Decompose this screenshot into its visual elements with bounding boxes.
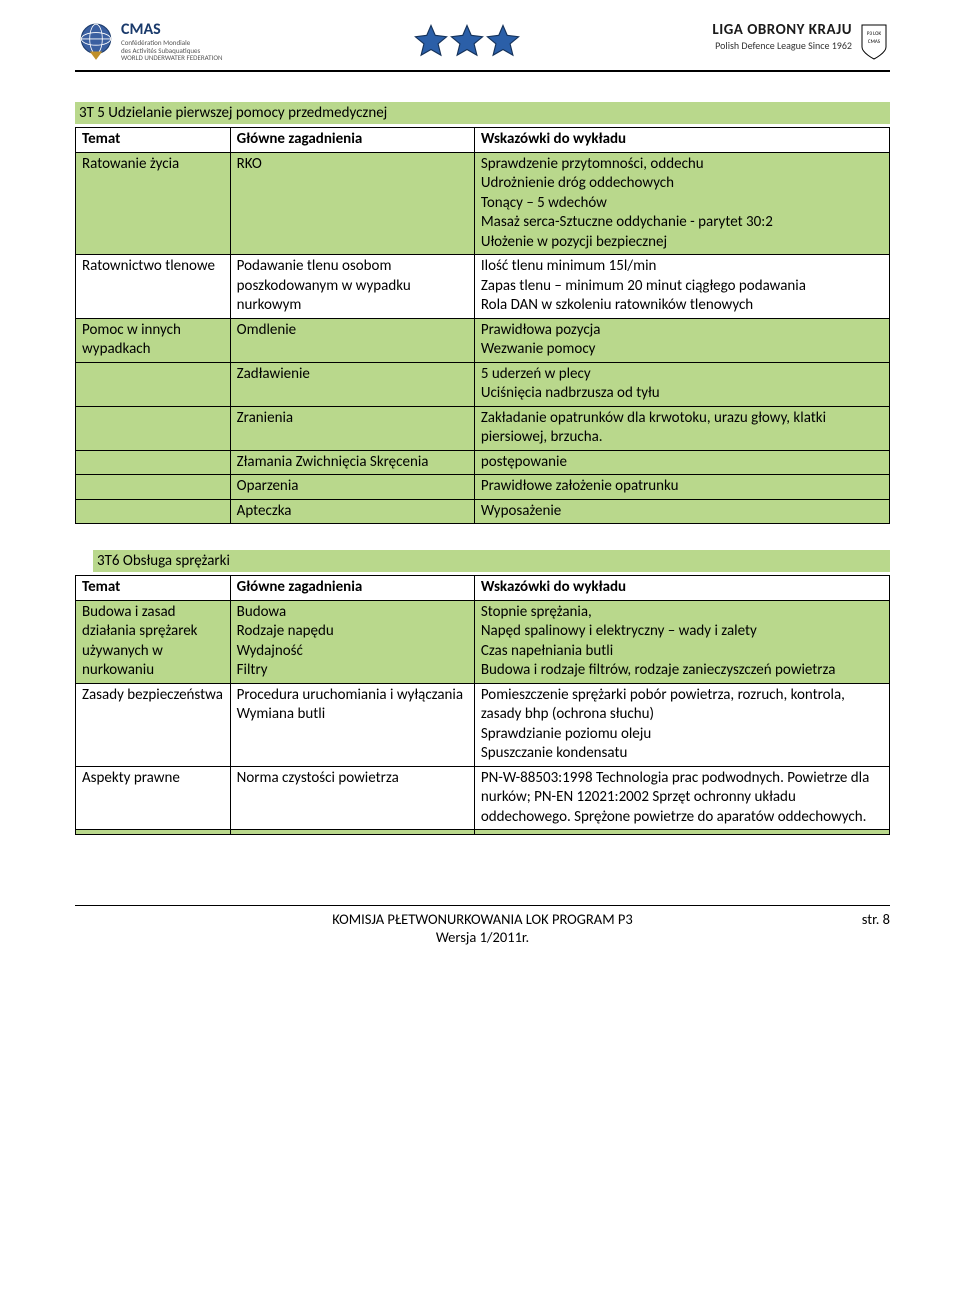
table-header-cell: Wskazówki do wykładu: [474, 576, 889, 601]
table-cell: Podawanie tlenu osobom poszkodowanym w w…: [230, 255, 474, 319]
cmas-title: CMAS: [121, 20, 223, 39]
table-cell: [76, 830, 231, 835]
table-row: Zadławienie5 uderzeń w plecyUciśnięcia n…: [76, 362, 890, 406]
table-cell: Pomoc w innych wypadkach: [76, 318, 231, 362]
table-row: Zasady bezpieczeństwaProcedura uruchomia…: [76, 683, 890, 766]
table-cell: Ratownictwo tlenowe: [76, 255, 231, 319]
table-cell: [76, 475, 231, 500]
table-row: ApteczkaWyposażenie: [76, 499, 890, 524]
table-row: Aspekty prawneNorma czystości powietrzaP…: [76, 766, 890, 830]
table-row: Ratowanie życiaRKOSprawdzenie przytomnoś…: [76, 152, 890, 255]
footer-line1: KOMISJA PŁETWONURKOWANIA LOK PROGRAM P3: [75, 910, 890, 928]
table-cell: BudowaRodzaje napęduWydajnośćFiltry: [230, 600, 474, 683]
page-footer: str. 8 KOMISJA PŁETWONURKOWANIA LOK PROG…: [75, 905, 890, 946]
table-cell: Złamania Zwichnięcia Skręcenia: [230, 450, 474, 475]
table-row: OparzeniaPrawidłowe założenie opatrunku: [76, 475, 890, 500]
table-cell: Zasady bezpieczeństwa: [76, 683, 231, 766]
header-left: CMAS Confédération Mondiale des Activité…: [75, 20, 223, 62]
table-cell: Zadławienie: [230, 362, 474, 406]
star-icon: [414, 24, 448, 58]
footer-divider: [75, 905, 890, 906]
table-cell: [76, 450, 231, 475]
table-row: [76, 830, 890, 835]
table-cell: [76, 362, 231, 406]
lok-subtitle: Polish Defence League Since 1962: [712, 39, 852, 52]
cmas-sub3: WORLD UNDERWATER FEDERATION: [121, 54, 223, 62]
header-right: LIGA OBRONY KRAJU Polish Defence League …: [712, 21, 890, 61]
cmas-logo: CMAS Confédération Mondiale des Activité…: [75, 20, 223, 62]
table-row: Ratownictwo tlenowePodawanie tlenu osobo…: [76, 255, 890, 319]
table-cell: Aspekty prawne: [76, 766, 231, 830]
lok-badge-icon: P3 LOK CMAS: [858, 23, 890, 61]
table-cell: Pomieszczenie sprężarki pobór powietrza,…: [474, 683, 889, 766]
table-cell: Sprawdzenie przytomności, oddechuUdrożni…: [474, 152, 889, 255]
table-row: Pomoc w innych wypadkachOmdleniePrawidło…: [76, 318, 890, 362]
section2-title: 3T6 Obsługa sprężarki: [93, 550, 890, 572]
table-section1: Temat Główne zagadnienia Wskazówki do wy…: [75, 127, 890, 524]
table-cell: Omdlenie: [230, 318, 474, 362]
table-header-row: Temat Główne zagadnienia Wskazówki do wy…: [76, 576, 890, 601]
table-cell: [474, 830, 889, 835]
table-cell: Zakładanie opatrunków dla krwotoku, uraz…: [474, 406, 889, 450]
lok-title: LIGA OBRONY KRAJU: [712, 21, 852, 39]
table-header-cell: Wskazówki do wykładu: [474, 128, 889, 153]
table-cell: RKO: [230, 152, 474, 255]
section1-title: 3T 5 Udzielanie pierwszej pomocy przedme…: [75, 102, 890, 124]
page-header: CMAS Confédération Mondiale des Activité…: [75, 20, 890, 62]
table-header-cell: Temat: [76, 128, 231, 153]
table-cell: [76, 406, 231, 450]
table-cell: postępowanie: [474, 450, 889, 475]
table-cell: Stopnie sprężania,Napęd spalinowy i elek…: [474, 600, 889, 683]
table-header-cell: Główne zagadnienia: [230, 576, 474, 601]
star-rating: [414, 24, 520, 58]
table-row: Złamania Zwichnięcia Skręceniapostępowan…: [76, 450, 890, 475]
table-cell: Ratowanie życia: [76, 152, 231, 255]
cmas-globe-icon: [75, 20, 117, 62]
footer-line2: Wersja 1/2011r.: [75, 928, 890, 946]
table-header-cell: Główne zagadnienia: [230, 128, 474, 153]
star-icon: [486, 24, 520, 58]
table-row: Budowa i zasad działania sprężarek używa…: [76, 600, 890, 683]
table-cell: Norma czystości powietrza: [230, 766, 474, 830]
table-header-cell: Temat: [76, 576, 231, 601]
table-cell: Apteczka: [230, 499, 474, 524]
svg-text:CMAS: CMAS: [868, 39, 881, 45]
table-cell: Zranienia: [230, 406, 474, 450]
table-cell: Wyposażenie: [474, 499, 889, 524]
table-header-row: Temat Główne zagadnienia Wskazówki do wy…: [76, 128, 890, 153]
table-cell: Ilość tlenu minimum 15l/minZapas tlenu –…: [474, 255, 889, 319]
table-cell: Prawidłowa pozycjaWezwanie pomocy: [474, 318, 889, 362]
table-cell: Prawidłowe założenie opatrunku: [474, 475, 889, 500]
table-cell: 5 uderzeń w plecyUciśnięcia nadbrzusza o…: [474, 362, 889, 406]
header-divider: [75, 70, 890, 72]
page-number: str. 8: [862, 910, 890, 928]
table-cell: Procedura uruchomiania i wyłączaniaWymia…: [230, 683, 474, 766]
table-cell: [76, 499, 231, 524]
star-icon: [450, 24, 484, 58]
table-cell: Oparzenia: [230, 475, 474, 500]
page-container: CMAS Confédération Mondiale des Activité…: [0, 0, 960, 976]
table-cell: Budowa i zasad działania sprężarek używa…: [76, 600, 231, 683]
table-cell: PN-W-88503:1998 Technologia prac podwodn…: [474, 766, 889, 830]
cmas-text-block: CMAS Confédération Mondiale des Activité…: [121, 20, 223, 62]
table-cell: [230, 830, 474, 835]
table-section2: Temat Główne zagadnienia Wskazówki do wy…: [75, 575, 890, 835]
table-row: ZranieniaZakładanie opatrunków dla krwot…: [76, 406, 890, 450]
svg-text:P3 LOK: P3 LOK: [867, 31, 882, 37]
